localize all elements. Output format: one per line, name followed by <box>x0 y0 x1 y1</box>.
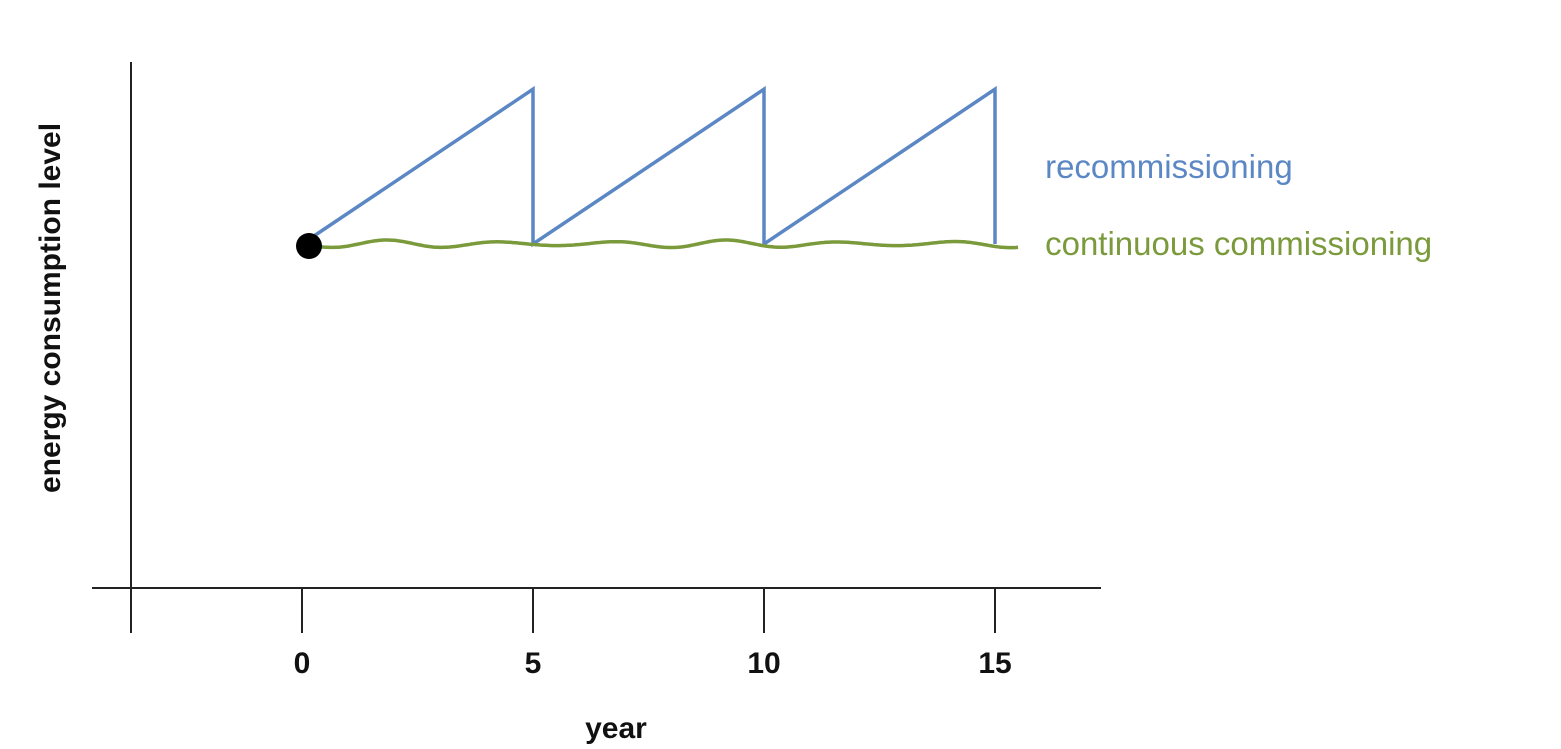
x-axis-title: year <box>585 712 647 745</box>
series-line-1 <box>301 85 997 248</box>
x-tick-label-15: 15 <box>978 647 1011 680</box>
series-label-1: recommissioning <box>1045 148 1293 185</box>
x-tick-label-5: 5 <box>525 647 542 680</box>
series-line-2 <box>301 238 1019 250</box>
x-tick-label-10: 10 <box>747 647 780 680</box>
x-ticks: 0 5 10 15 <box>294 588 1012 680</box>
series-labels: recommissioning continuous commissioning <box>1045 148 1432 262</box>
series-layer <box>296 85 1019 259</box>
x-tick-label-0: 0 <box>294 647 311 680</box>
series-label-2: continuous commissioning <box>1045 225 1432 262</box>
y-axis-title: energy consumption level <box>34 123 67 493</box>
start-point-marker <box>296 233 322 259</box>
